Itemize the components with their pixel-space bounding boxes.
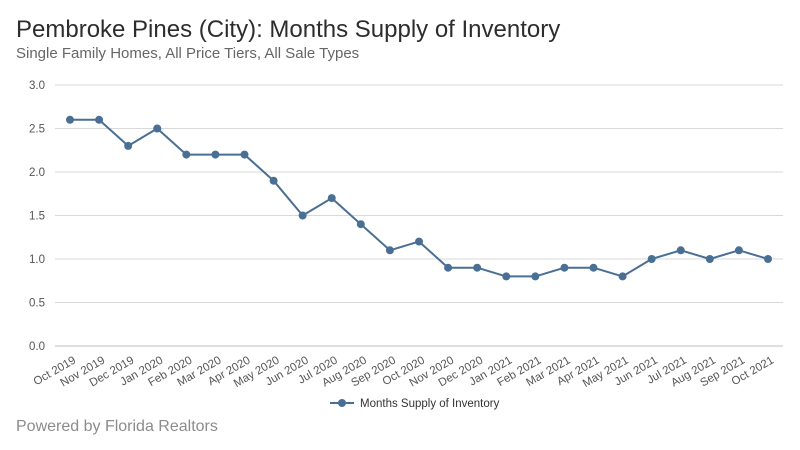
data-point[interactable] bbox=[502, 272, 511, 281]
data-point[interactable] bbox=[327, 194, 336, 203]
data-point[interactable] bbox=[647, 255, 656, 263]
data-point[interactable] bbox=[153, 124, 162, 133]
y-axis: 0.0 0.5 1.0 1.5 2.0 2.5 3.0 bbox=[29, 80, 45, 353]
data-point[interactable] bbox=[734, 246, 743, 255]
data-point[interactable] bbox=[764, 255, 772, 263]
data-point[interactable] bbox=[269, 176, 278, 185]
y-tick-label: 1.0 bbox=[29, 254, 45, 266]
chart-subtitle: Single Family Homes, All Price Tiers, Al… bbox=[16, 45, 360, 62]
data-point[interactable] bbox=[240, 150, 249, 159]
y-tick-label: 0.0 bbox=[29, 341, 45, 353]
data-point[interactable] bbox=[473, 263, 482, 272]
chart-title: Pembroke Pines (City): Months Supply of … bbox=[16, 16, 561, 43]
data-point[interactable] bbox=[676, 246, 685, 255]
y-tick-label: 3.0 bbox=[29, 80, 45, 92]
data-point[interactable] bbox=[560, 263, 569, 272]
data-point[interactable] bbox=[182, 150, 191, 159]
gridlines bbox=[55, 84, 783, 347]
legend-label[interactable]: Months Supply of Inventory bbox=[360, 398, 500, 410]
data-point[interactable] bbox=[415, 237, 423, 246]
legend: Months Supply of Inventory bbox=[330, 398, 500, 410]
data-point[interactable] bbox=[531, 272, 540, 281]
data-point[interactable] bbox=[95, 115, 104, 124]
legend-marker bbox=[338, 399, 346, 407]
data-point[interactable] bbox=[618, 272, 627, 281]
data-point[interactable] bbox=[385, 246, 394, 255]
y-tick-label: 1.5 bbox=[29, 211, 45, 223]
y-tick-label: 0.5 bbox=[29, 298, 45, 310]
footer-credit: Powered by Florida Realtors bbox=[16, 418, 218, 435]
data-point[interactable] bbox=[589, 263, 598, 272]
data-point[interactable] bbox=[211, 150, 220, 159]
data-point[interactable] bbox=[356, 220, 365, 229]
series-months-supply bbox=[66, 115, 772, 281]
data-point[interactable] bbox=[66, 115, 74, 124]
data-point[interactable] bbox=[444, 263, 453, 272]
data-point[interactable] bbox=[298, 211, 307, 220]
data-point[interactable] bbox=[705, 255, 714, 263]
data-point[interactable] bbox=[124, 141, 133, 150]
y-tick-label: 2.0 bbox=[29, 167, 45, 179]
series-line bbox=[70, 118, 769, 278]
y-tick-label: 2.5 bbox=[29, 124, 45, 136]
